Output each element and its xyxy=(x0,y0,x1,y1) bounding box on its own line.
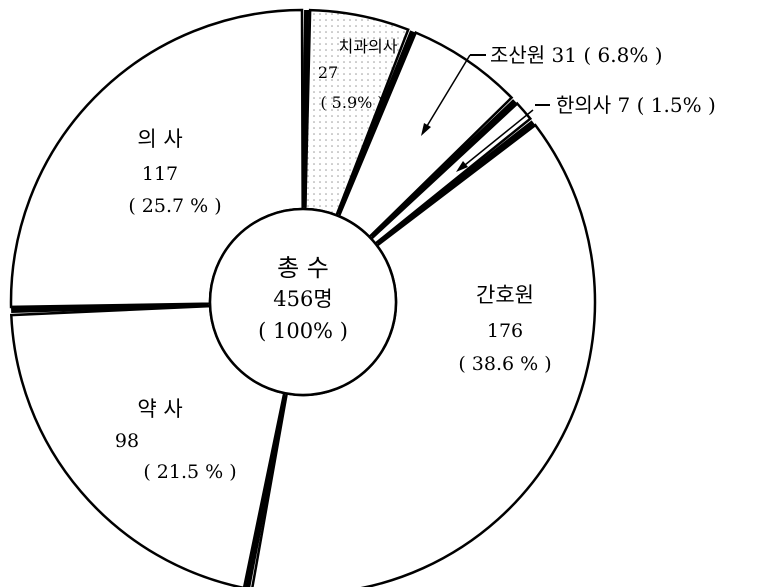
slice-edge-midwife xyxy=(370,99,517,239)
slice-label-dentist-value: 27 xyxy=(318,63,338,82)
slice-label-pharmacist-value: 98 xyxy=(115,430,139,452)
oriental-arrow-head xyxy=(456,161,468,172)
slice-edge-nurse xyxy=(245,394,288,587)
midwife-arrow-head xyxy=(421,123,431,136)
oriental-arrow xyxy=(459,109,534,170)
slice-label-pharmacist-percent: ( 21.5 % ) xyxy=(143,461,236,483)
slice-edge-doctor xyxy=(301,9,310,208)
slice-label-doctor-percent: ( 25.7 % ) xyxy=(128,195,221,217)
midwife-arrow xyxy=(423,54,471,132)
slice-label-dentist-name: 치과의사 xyxy=(339,37,398,56)
slice-label-doctor-value: 117 xyxy=(142,163,178,185)
slice-label-dentist-percent: ( 5.9% ) xyxy=(320,93,383,112)
slice-label-doctor-name: 의 사 xyxy=(137,127,182,151)
external-label-oriental: 한의사 7 ( 1.5% ) xyxy=(556,93,716,117)
slice-label-nurse-value: 176 xyxy=(487,320,523,342)
slice-label-nurse-name: 간호원 xyxy=(476,283,534,307)
external-label-midwife: 조산원 31 ( 6.8% ) xyxy=(490,43,663,67)
slice-label-nurse-percent: ( 38.6 % ) xyxy=(458,353,551,375)
center-circle xyxy=(208,207,398,397)
slice-label-pharmacist-name: 약 사 xyxy=(137,397,182,421)
pie-slices xyxy=(9,8,597,587)
slice-edge-dentist xyxy=(336,30,415,215)
slice-edge-oriental xyxy=(376,120,535,246)
center-title: 총 수 xyxy=(277,254,329,282)
center-percent: ( 100% ) xyxy=(258,319,348,343)
center-total: 456명 xyxy=(273,287,332,311)
slice-edge-pharmacist xyxy=(11,302,209,314)
